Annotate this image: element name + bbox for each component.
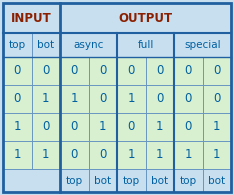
Bar (3, 57, 32, 85)
Text: top: top (9, 40, 26, 50)
Text: 1: 1 (184, 149, 192, 161)
Text: 0: 0 (128, 65, 135, 77)
Bar (60, 113, 88, 141)
Bar (3, 113, 32, 141)
Bar (88, 85, 117, 113)
Bar (3, 85, 32, 113)
Text: 0: 0 (71, 121, 78, 134)
Text: 0: 0 (156, 65, 163, 77)
Bar (3, 141, 32, 169)
Bar (60, 141, 88, 169)
Text: 0: 0 (71, 65, 78, 77)
Text: 1: 1 (128, 149, 135, 161)
Text: top: top (66, 176, 83, 185)
Text: 0: 0 (71, 149, 78, 161)
Text: full: full (137, 40, 154, 50)
Bar (174, 33, 231, 57)
Bar (146, 85, 174, 113)
Text: 0: 0 (14, 65, 21, 77)
Bar (174, 141, 202, 169)
Bar (88, 169, 117, 192)
Bar (174, 85, 202, 113)
Text: special: special (184, 40, 221, 50)
Bar (146, 57, 174, 85)
Text: top: top (123, 176, 140, 185)
Bar (32, 57, 60, 85)
Bar (174, 169, 202, 192)
Bar (146, 169, 174, 192)
Text: 0: 0 (99, 92, 106, 105)
Text: 0: 0 (213, 92, 220, 105)
Bar (202, 113, 231, 141)
Bar (174, 113, 202, 141)
Bar (174, 57, 202, 85)
Text: 1: 1 (128, 92, 135, 105)
Text: 1: 1 (213, 149, 220, 161)
Bar (146, 141, 174, 169)
Text: 0: 0 (185, 92, 192, 105)
Bar (3, 3, 60, 33)
Text: 0: 0 (185, 121, 192, 134)
Bar (88, 57, 117, 85)
Bar (202, 141, 231, 169)
Bar (60, 57, 88, 85)
Bar (32, 33, 60, 57)
Text: bot: bot (94, 176, 111, 185)
Text: 0: 0 (185, 65, 192, 77)
Text: bot: bot (208, 176, 225, 185)
Bar (3, 33, 32, 57)
Bar (146, 113, 174, 141)
Text: 1: 1 (42, 149, 50, 161)
Bar (32, 141, 60, 169)
Text: 0: 0 (42, 65, 49, 77)
Text: 0: 0 (156, 92, 163, 105)
Text: 0: 0 (128, 121, 135, 134)
Text: 1: 1 (42, 92, 50, 105)
Text: 1: 1 (213, 121, 220, 134)
Text: 0: 0 (14, 92, 21, 105)
Text: 0: 0 (99, 149, 106, 161)
Text: bot: bot (37, 40, 54, 50)
Bar (117, 141, 146, 169)
Text: async: async (73, 40, 104, 50)
Bar (117, 113, 146, 141)
Bar (32, 85, 60, 113)
Bar (117, 85, 146, 113)
Text: 1: 1 (156, 149, 164, 161)
Bar (60, 3, 231, 33)
Text: OUTPUT: OUTPUT (118, 12, 172, 25)
Bar (117, 57, 146, 85)
Text: 1: 1 (70, 92, 78, 105)
Bar (202, 85, 231, 113)
Text: top: top (180, 176, 197, 185)
Bar (202, 169, 231, 192)
Bar (88, 113, 117, 141)
Bar (117, 169, 146, 192)
Text: 0: 0 (42, 121, 49, 134)
Bar (60, 85, 88, 113)
Bar (117, 33, 174, 57)
Text: INPUT: INPUT (11, 12, 52, 25)
Text: 1: 1 (156, 121, 164, 134)
Text: 1: 1 (99, 121, 106, 134)
Bar (88, 141, 117, 169)
Text: 1: 1 (14, 149, 21, 161)
Text: bot: bot (151, 176, 168, 185)
Bar (202, 57, 231, 85)
Bar (32, 113, 60, 141)
Bar (60, 33, 117, 57)
Text: 1: 1 (14, 121, 21, 134)
Text: 0: 0 (213, 65, 220, 77)
Text: 0: 0 (99, 65, 106, 77)
Bar (60, 169, 88, 192)
Bar (3, 169, 60, 192)
